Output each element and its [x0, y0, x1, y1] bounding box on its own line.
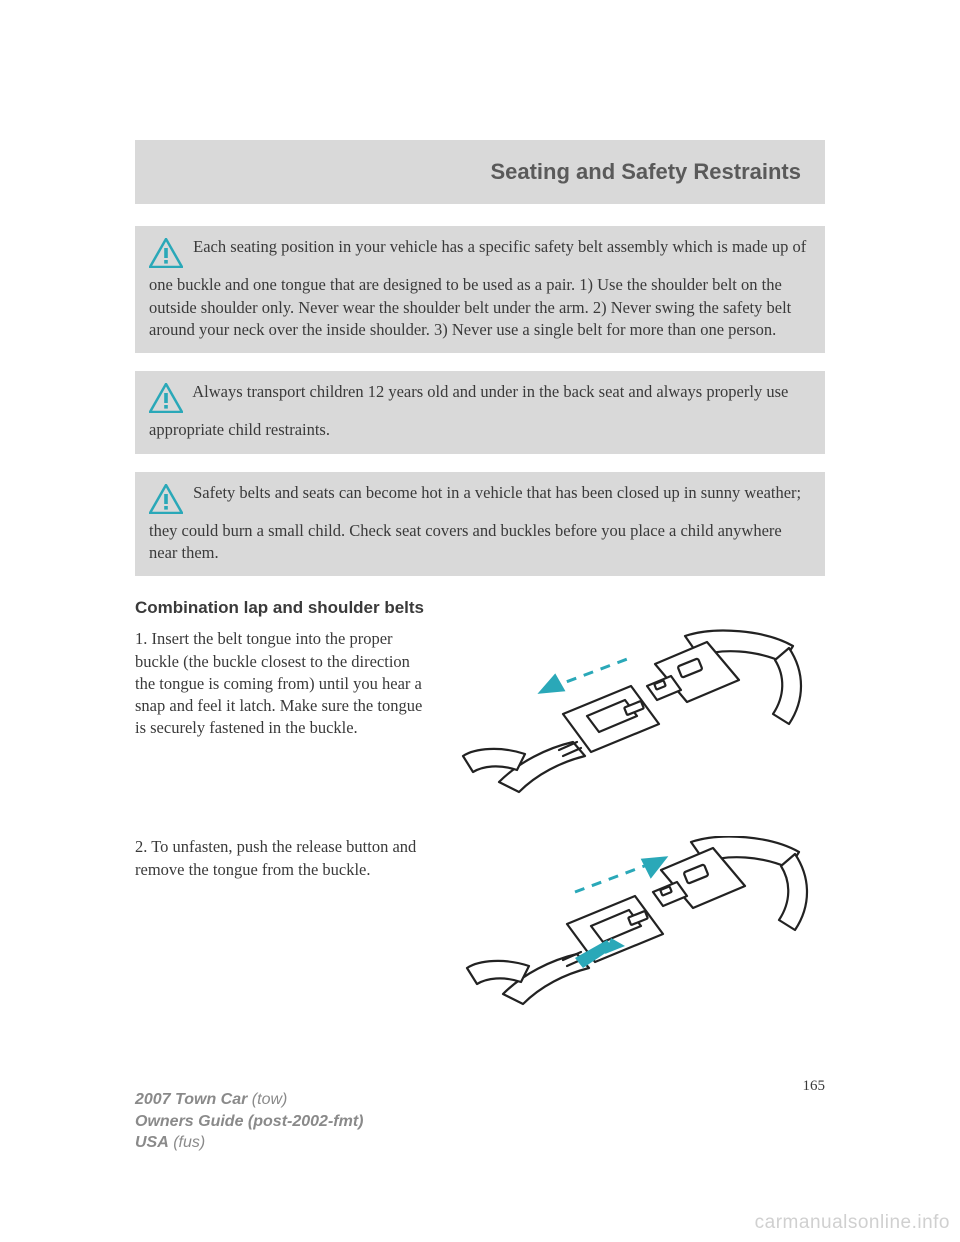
chapter-title: Seating and Safety Restraints — [490, 159, 801, 185]
seatbelt-release-illustration — [445, 836, 825, 1036]
warning-text: Safety belts and seats can become hot in… — [149, 483, 801, 563]
step-text: 2. To unfasten, push the release button … — [135, 836, 445, 1036]
warning-triangle-icon — [149, 484, 183, 520]
footer-line: USA (fus) — [135, 1132, 363, 1154]
footer-block: 2007 Town Car (tow) Owners Guide (post-2… — [135, 1089, 363, 1154]
warning-text: Each seating position in your vehicle ha… — [149, 237, 806, 339]
warning-text: Always transport children 12 years old a… — [149, 382, 788, 439]
instruction-step: 1. Insert the belt tongue into the prope… — [135, 628, 825, 818]
warning-box: Each seating position in your vehicle ha… — [135, 226, 825, 353]
warning-box: Safety belts and seats can become hot in… — [135, 472, 825, 577]
instruction-step: 2. To unfasten, push the release button … — [135, 836, 825, 1036]
step-text: 1. Insert the belt tongue into the prope… — [135, 628, 445, 818]
watermark-text: carmanualsonline.info — [755, 1212, 950, 1234]
warning-triangle-icon — [149, 238, 183, 274]
section-heading: Combination lap and shoulder belts — [135, 598, 825, 618]
chapter-header-bar: Seating and Safety Restraints — [135, 140, 825, 204]
page-content: Seating and Safety Restraints Each seati… — [135, 140, 825, 1095]
footer-line: 2007 Town Car (tow) — [135, 1089, 363, 1111]
warning-triangle-icon — [149, 383, 183, 419]
seatbelt-insert-illustration — [445, 628, 825, 818]
body-section: Combination lap and shoulder belts 1. In… — [135, 598, 825, 1095]
warning-box: Always transport children 12 years old a… — [135, 371, 825, 454]
footer-line: Owners Guide (post-2002-fmt) — [135, 1111, 363, 1133]
